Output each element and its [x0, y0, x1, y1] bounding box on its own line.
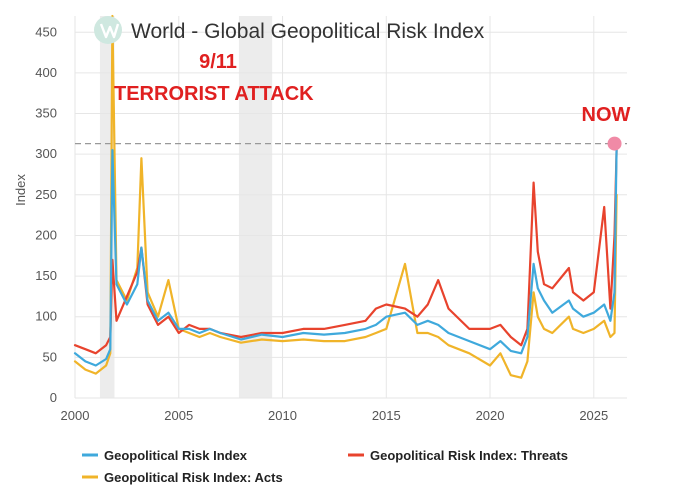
- y-tick-label: 350: [35, 106, 57, 121]
- x-tick-label: 2020: [476, 408, 505, 423]
- y-tick-label: 300: [35, 146, 57, 161]
- series-threats-line: [73, 149, 618, 355]
- legend-item-gpr: Geopolitical Risk Index: [82, 448, 248, 463]
- legend-label-acts: Geopolitical Risk Index: Acts: [104, 470, 283, 485]
- axis-tick-labels: 0 50 100 150 200 250 300 350 400 450 2000 2005 2010 2…: [35, 24, 608, 423]
- series-acts-line: [73, 14, 618, 379]
- y-tick-label: 100: [35, 309, 57, 324]
- x-tick-label: 2005: [164, 408, 193, 423]
- y-tick-label: 200: [35, 227, 57, 242]
- x-tick-label: 2025: [579, 408, 608, 423]
- legend: Geopolitical Risk Index Geopolitical Ris…: [82, 448, 568, 485]
- data-series: [73, 14, 618, 379]
- legend-label-gpr: Geopolitical Risk Index: [104, 448, 248, 463]
- legend-item-acts: Geopolitical Risk Index: Acts: [82, 470, 283, 485]
- legend-label-threats: Geopolitical Risk Index: Threats: [370, 448, 568, 463]
- y-tick-label: 250: [35, 187, 57, 202]
- y-tick-label: 150: [35, 268, 57, 283]
- x-tick-label: 2015: [372, 408, 401, 423]
- chart-title: World - Global Geopolitical Risk Index: [131, 20, 485, 43]
- series-gpr-line: [73, 144, 618, 367]
- y-axis-label: Index: [13, 174, 28, 206]
- y-tick-label: 0: [50, 390, 57, 405]
- now-annotation: NOW: [582, 104, 631, 126]
- logo: [94, 16, 122, 44]
- event-label-annotation: TERRORIST ATTACK: [114, 83, 314, 105]
- x-tick-label: 2000: [61, 408, 90, 423]
- event-date-annotation: 9/11: [199, 51, 237, 73]
- x-tick-label: 2010: [268, 408, 297, 423]
- y-tick-label: 400: [35, 65, 57, 80]
- gridlines: [74, 16, 627, 399]
- now-marker: [607, 136, 622, 151]
- y-tick-label: 50: [43, 349, 57, 364]
- logo-mark: [99, 23, 120, 39]
- legend-item-threats: Geopolitical Risk Index: Threats: [348, 448, 568, 463]
- y-tick-label: 450: [35, 24, 57, 39]
